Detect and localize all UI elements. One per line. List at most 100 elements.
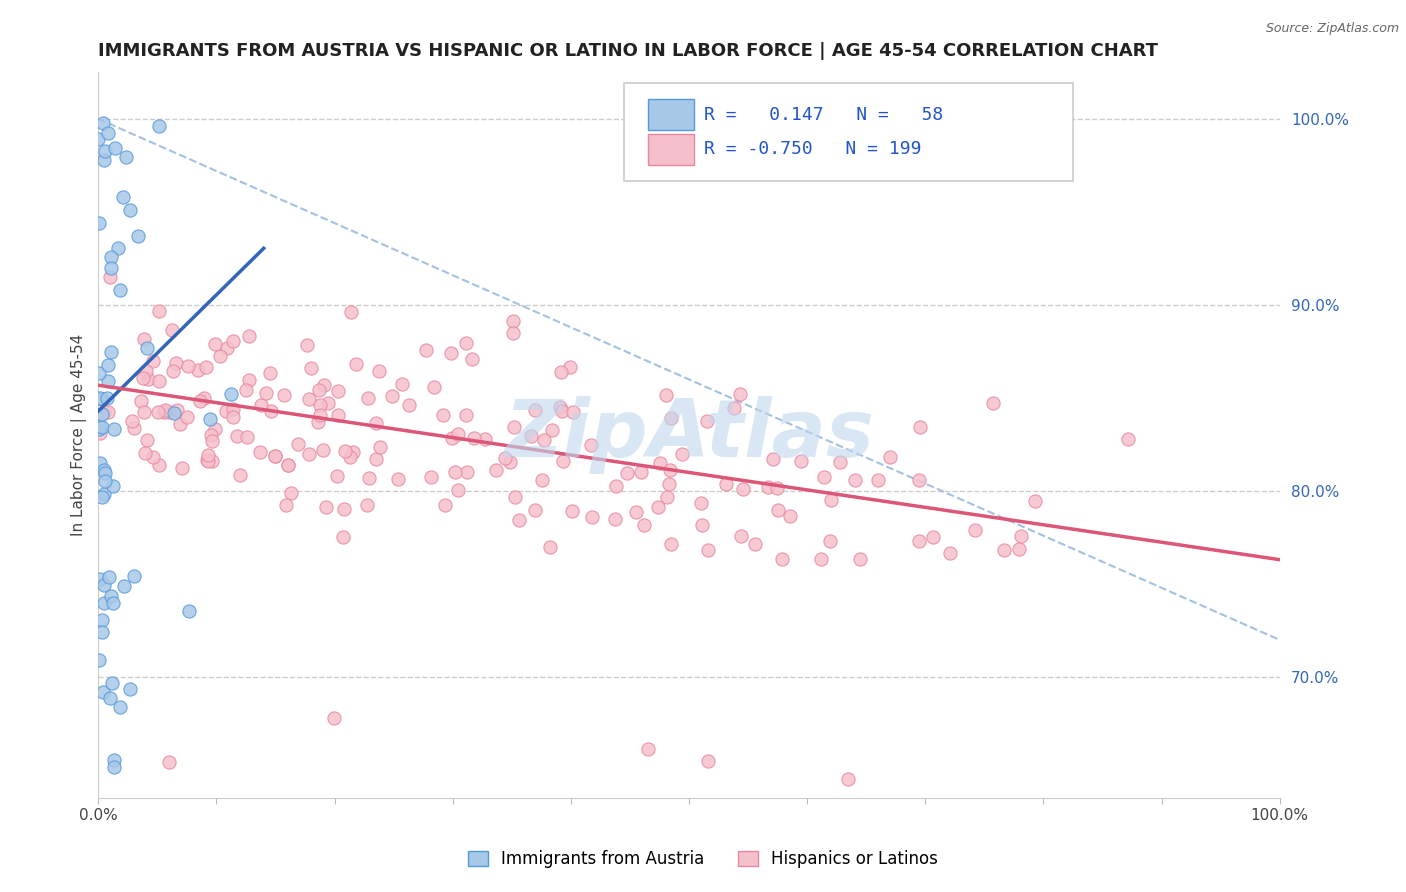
Point xyxy=(298,447,321,461)
Point xyxy=(316,396,339,410)
Point xyxy=(90,419,112,434)
Point xyxy=(277,458,299,472)
Point xyxy=(332,502,354,516)
Point xyxy=(94,144,117,158)
Point xyxy=(226,429,249,443)
Point xyxy=(134,332,156,346)
Point xyxy=(280,486,302,500)
Point xyxy=(499,454,522,468)
Point xyxy=(148,375,170,389)
Point xyxy=(461,351,484,366)
Point xyxy=(696,414,718,428)
Point xyxy=(714,476,737,491)
Point xyxy=(907,534,929,549)
Point xyxy=(658,477,681,491)
Point xyxy=(307,415,329,429)
Point xyxy=(689,496,711,510)
Point xyxy=(505,491,527,505)
Point xyxy=(201,434,224,448)
Point xyxy=(235,383,257,397)
Point xyxy=(197,448,219,462)
Point xyxy=(603,511,626,525)
Point xyxy=(551,454,574,468)
Point xyxy=(728,387,751,401)
Point xyxy=(122,421,145,435)
Point xyxy=(135,341,157,355)
Point xyxy=(524,403,547,417)
Point xyxy=(121,414,143,428)
Point xyxy=(423,380,446,394)
Point xyxy=(90,392,112,406)
Point xyxy=(810,552,832,566)
Point xyxy=(91,408,114,422)
Point xyxy=(910,420,932,434)
Point xyxy=(97,374,120,388)
Point xyxy=(866,473,889,487)
Point xyxy=(131,394,153,409)
Point xyxy=(420,470,443,484)
Point xyxy=(731,482,754,496)
Point xyxy=(263,450,285,464)
Point xyxy=(474,432,496,446)
Point xyxy=(538,541,561,555)
Point xyxy=(434,498,457,512)
Point xyxy=(541,423,564,437)
Point xyxy=(100,676,122,690)
Point xyxy=(308,384,330,398)
Point xyxy=(157,405,180,419)
Point xyxy=(219,387,242,401)
Point xyxy=(844,473,866,487)
Point xyxy=(204,336,226,351)
Point xyxy=(112,578,135,592)
Point xyxy=(89,425,111,440)
Point xyxy=(89,421,111,435)
Point xyxy=(135,364,157,378)
Point xyxy=(939,546,962,560)
Point xyxy=(789,453,811,467)
Point xyxy=(381,389,404,403)
Point xyxy=(533,433,555,447)
Point xyxy=(273,388,295,402)
Point xyxy=(335,444,357,458)
Point xyxy=(195,453,218,467)
Point xyxy=(344,358,367,372)
Point xyxy=(340,305,363,319)
Point xyxy=(655,388,678,402)
Point xyxy=(444,466,467,480)
Point xyxy=(299,361,322,376)
Point xyxy=(100,344,122,359)
Point xyxy=(100,250,122,264)
Point xyxy=(93,578,115,592)
Point xyxy=(1024,494,1046,508)
Point xyxy=(87,132,110,146)
Point xyxy=(93,153,115,167)
Point xyxy=(637,742,659,756)
Point xyxy=(766,481,789,495)
Point xyxy=(503,419,526,434)
Point xyxy=(238,329,260,343)
Point xyxy=(779,508,801,523)
Point xyxy=(93,596,115,610)
Point xyxy=(165,355,187,369)
Point xyxy=(148,304,170,318)
Point xyxy=(298,392,321,406)
Point xyxy=(297,338,319,352)
Point xyxy=(502,314,524,328)
Point xyxy=(561,504,583,518)
Point xyxy=(122,569,145,583)
Point xyxy=(118,202,141,217)
Point xyxy=(908,473,931,487)
Point xyxy=(993,542,1015,557)
Point xyxy=(398,398,420,412)
Point xyxy=(454,409,477,423)
Point xyxy=(142,450,165,465)
Point xyxy=(277,458,299,472)
Point xyxy=(97,405,120,419)
Point xyxy=(254,385,277,400)
Point xyxy=(463,431,485,445)
Point xyxy=(447,483,470,498)
Point xyxy=(697,755,720,769)
Point xyxy=(415,343,437,358)
Point xyxy=(228,468,250,483)
Point xyxy=(730,529,752,543)
